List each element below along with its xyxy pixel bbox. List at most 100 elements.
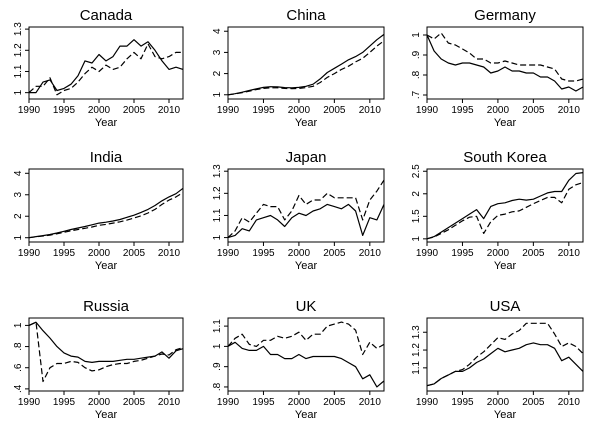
x-tick-label: 1995 (252, 105, 275, 116)
y-tick-label: .8 (212, 382, 223, 391)
y-tick-label: 4 (212, 28, 223, 34)
x-tick-label: 1990 (18, 397, 41, 408)
x-tick-label: 2005 (522, 105, 545, 116)
x-tick-label: 1995 (252, 397, 275, 408)
y-tick-label: .6 (13, 363, 24, 372)
series-solid-line (28, 321, 184, 363)
x-tick-label: 1995 (53, 397, 76, 408)
panel-usa: USA 1990 1995 2000 2005 2010 1.1 1.2 1.3 Year (411, 298, 584, 421)
title-germany: Germany (474, 7, 536, 24)
series-solid-line (426, 172, 584, 240)
y-tick-label: 1.1 (212, 208, 223, 222)
panel-uk: UK 1990 1995 2000 2005 2010 .8 .9 1 1.1 Year (212, 298, 385, 421)
y-tick-label: .9 (411, 50, 422, 59)
plot-frame-uk (227, 317, 385, 392)
x-axis-label: Year (95, 409, 118, 421)
panel-india: India 1990 1995 2000 2005 2010 1 2 3 4 Year (13, 149, 184, 272)
x-axis-label: Year (494, 409, 517, 421)
series-solid-line (227, 341, 385, 388)
series-dashed-line (426, 32, 584, 82)
panel-south-korea: South Korea 1990 1995 2000 2005 2010 1 1.5 2 2.5 Y… (411, 149, 584, 272)
y-tick-label: 1.3 (13, 22, 24, 36)
y-tick-label: 2 (411, 191, 422, 197)
series-solid-line (29, 39, 184, 94)
plot-frame-usa (426, 317, 584, 392)
x-axis-label: Year (295, 409, 318, 421)
panel-russia: Russia 1990 1995 2000 2005 2010 .4 .6 .8 1 Year (13, 298, 184, 421)
x-tick-label: 2000 (288, 248, 311, 259)
series-solid-line (426, 34, 584, 92)
x-tick-label: 2000 (88, 397, 111, 408)
x-tick-label: 1990 (18, 105, 41, 116)
plot-frame-japan (227, 168, 385, 243)
x-tick-label: 1995 (53, 248, 76, 259)
x-tick-label: 1990 (416, 397, 439, 408)
plot-frame-china (227, 26, 385, 100)
y-tick-label: .7 (411, 90, 422, 99)
x-tick-label: 2000 (288, 105, 311, 116)
series-dashed-line (28, 192, 184, 239)
x-tick-label: 1995 (451, 248, 474, 259)
x-tick-label: 2010 (558, 105, 581, 116)
y-tick-label: 1.2 (411, 343, 422, 357)
y-tick-label: .8 (13, 342, 24, 351)
title-south-korea: South Korea (463, 149, 547, 166)
x-tick-label: 1990 (18, 248, 41, 259)
series-solid-line (28, 187, 184, 239)
y-tick-label: 1 (411, 236, 422, 242)
series-dashed-line (426, 322, 584, 387)
plot-frame-russia (28, 317, 184, 392)
x-tick-label: 2010 (558, 248, 581, 259)
x-tick-label: 2005 (323, 248, 346, 259)
x-tick-label: 2000 (88, 248, 111, 259)
series-solid-line (426, 342, 584, 387)
y-tick-label: 2 (13, 213, 24, 219)
y-tick-label: 1.1 (411, 360, 422, 374)
x-tick-label: 2010 (158, 105, 181, 116)
x-tick-label: 1995 (451, 105, 474, 116)
y-tick-label: 1.3 (212, 164, 223, 178)
x-tick-label: 2005 (522, 397, 545, 408)
plot-frame-canada (28, 26, 184, 100)
y-tick-label: 1.5 (411, 209, 422, 223)
y-tick-label: 1 (212, 92, 223, 98)
y-tick-label: 1.1 (212, 319, 223, 333)
x-tick-label: 1990 (416, 248, 439, 259)
x-axis-label: Year (295, 260, 318, 272)
x-tick-label: 2010 (158, 397, 181, 408)
x-tick-label: 2005 (123, 105, 146, 116)
x-tick-label: 2000 (88, 105, 111, 116)
y-tick-label: 1 (212, 343, 223, 349)
x-tick-label: 2000 (288, 397, 311, 408)
y-tick-label: .9 (212, 362, 223, 371)
y-tick-label: 1 (13, 234, 24, 240)
y-tick-label: .8 (411, 70, 422, 79)
x-axis-label: Year (295, 117, 318, 129)
title-india: India (90, 149, 123, 166)
y-tick-label: .4 (13, 384, 24, 393)
x-tick-label: 2000 (487, 105, 510, 116)
series-dashed-line (28, 43, 183, 96)
x-tick-label: 1990 (217, 397, 240, 408)
y-tick-label: 1 (13, 89, 24, 95)
series-solid-line (227, 203, 385, 239)
series-dashed-line (227, 40, 385, 96)
x-axis-label: Year (494, 260, 517, 272)
y-tick-label: 1.2 (212, 186, 223, 200)
x-axis-label: Year (95, 260, 118, 272)
x-tick-label: 2010 (359, 248, 382, 259)
x-tick-label: 2005 (123, 397, 146, 408)
x-tick-label: 2005 (522, 248, 545, 259)
x-tick-label: 2010 (359, 397, 382, 408)
series-dashed-line (28, 321, 184, 383)
x-tick-label: 2005 (323, 397, 346, 408)
y-tick-label: 2.5 (411, 164, 422, 178)
series-dashed-line (227, 321, 385, 356)
x-tick-label: 2000 (487, 397, 510, 408)
plot-frame-south-korea (426, 168, 584, 243)
x-tick-label: 1995 (451, 397, 474, 408)
panel-japan: Japan 1990 1995 2000 2005 2010 1 1.1 1.2 1.3 Year (212, 149, 385, 272)
y-tick-label: 1 (212, 234, 223, 240)
series-dashed-line (426, 181, 584, 240)
